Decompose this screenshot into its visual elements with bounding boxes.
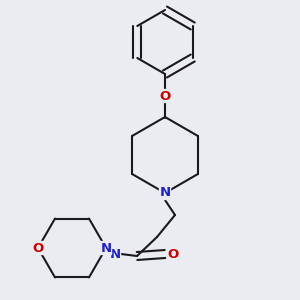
Text: N: N [110,248,121,260]
Text: O: O [167,248,178,260]
Text: N: N [100,242,112,254]
Text: O: O [159,89,171,103]
Text: O: O [32,242,44,254]
Text: N: N [159,187,171,200]
